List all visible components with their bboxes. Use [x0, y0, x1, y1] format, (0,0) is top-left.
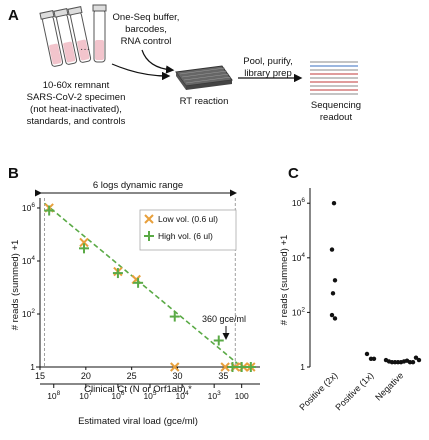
- c-ytick-label-1: 104: [292, 252, 305, 263]
- b-x2tick-label-4: 104: [176, 390, 189, 401]
- b-point-high-4: [169, 311, 180, 322]
- b-point-low-4: [170, 362, 180, 372]
- legend-low-marker: [144, 214, 154, 224]
- b-ylabel: # reads (summed) +1: [10, 240, 21, 331]
- b-ytick-label-0: 106: [22, 202, 35, 213]
- b-annotation: 360 gce/ml: [202, 314, 246, 324]
- svg-text:···: ···: [80, 44, 90, 55]
- b-x2tick-label-0: 108: [47, 390, 60, 401]
- b-legend: Low vol. (0.6 ul) High vol. (6 ul): [139, 209, 237, 251]
- specimen-arrow: [111, 63, 171, 81]
- panel-b-label: B: [8, 165, 19, 182]
- b-point-low-1: [79, 237, 89, 248]
- b-point-high-7: [236, 362, 247, 372]
- svg-text:SARS-CoV-2 specimen: SARS-CoV-2 specimen: [27, 92, 126, 103]
- legend-low-label: Low vol. (0.6 ul): [158, 214, 218, 224]
- b-point-high-1: [79, 243, 89, 254]
- c-point-0-2: [332, 278, 338, 283]
- c-point-2-10: [413, 355, 419, 360]
- c-point-0-5: [332, 316, 338, 321]
- seq-label-line1: Sequencing: [311, 100, 361, 111]
- pool-label-line2: library prep: [244, 68, 292, 79]
- b-fit-line: [44, 202, 243, 368]
- svg-text:(not heat-inactivated),: (not heat-inactivated),: [30, 104, 122, 115]
- c-ytick-label-2: 102: [292, 306, 305, 317]
- b-point-high-8: [245, 362, 256, 372]
- b-x2tick-label-5: 103: [208, 390, 221, 401]
- b-point-high-0: [44, 205, 55, 216]
- sequencing-reads: [310, 61, 358, 95]
- specimen-tubes: ···: [39, 4, 107, 67]
- c-point-0-1: [329, 247, 335, 252]
- dynamic-range-label: 6 logs dynamic range: [93, 180, 183, 191]
- b-ytick-label-3: 1: [30, 362, 35, 372]
- pool-label-line1: Pool, purify,: [243, 56, 292, 67]
- panel-a-label: A: [8, 7, 19, 24]
- b-x2label: Estimated viral load (gce/ml): [78, 416, 198, 427]
- legend-high-label: High vol. (6 ul): [158, 231, 213, 241]
- c-point-2-9: [410, 359, 416, 365]
- c-category-label-2: Negative: [373, 370, 405, 402]
- b-x2tick-label-3: 105: [143, 390, 156, 401]
- c-point-0-4: [329, 312, 335, 318]
- rt-label: RT reaction: [180, 96, 229, 107]
- svg-text:One-Seq buffer,: One-Seq buffer,: [113, 12, 180, 23]
- c-point-1-0: [364, 351, 370, 357]
- b-ytick-label-2: 102: [22, 308, 35, 319]
- specimen-caption: 10-60x remnant SARS-CoV-2 specimen (not …: [27, 80, 126, 127]
- reagents-caption: One-Seq buffer, barcodes, RNA control: [113, 12, 180, 47]
- b-xlabel: Clinical Ct (N or Orf1ab) *: [84, 384, 192, 395]
- b-point-high-5: [213, 335, 224, 346]
- svg-text:standards, and controls: standards, and controls: [27, 116, 126, 127]
- b-xtick-label-4: 35: [218, 371, 228, 381]
- c-ytick-label-3: 1: [300, 362, 305, 372]
- b-xtick-label-2: 25: [127, 371, 137, 381]
- c-category-label-1: Positive (1x): [333, 370, 375, 412]
- b-point-high-2: [112, 268, 123, 279]
- c-point-0-3: [330, 291, 336, 296]
- panel-c-label: C: [288, 165, 299, 182]
- rt-plate: [175, 65, 233, 90]
- b-x2tick-label-1: 107: [79, 390, 92, 401]
- b-xtick-label-0: 15: [35, 371, 45, 381]
- c-point-1-2: [371, 356, 377, 361]
- b-ytick-label-1: 104: [22, 255, 35, 266]
- b-x2tick-label-2: 106: [111, 390, 124, 401]
- seq-label-line2: readout: [320, 112, 353, 123]
- b-xtick-label-1: 20: [81, 371, 91, 381]
- b-point-high-6: [227, 362, 238, 372]
- c-ylabel: # reads (summed) +1: [279, 235, 290, 326]
- b-point-low-5: [220, 362, 230, 372]
- c-ytick-label-0: 106: [292, 197, 305, 208]
- c-point-2-11: [416, 357, 422, 363]
- plot-b-area: 15 20 25 30 35 106 104 102 1 108 107 106 105 104 103 10…: [22, 198, 256, 401]
- b-xtick-label-3: 30: [172, 371, 182, 381]
- legend-high-marker: [144, 231, 154, 241]
- svg-text:10-60x remnant: 10-60x remnant: [43, 80, 110, 91]
- svg-text:barcodes,: barcodes,: [125, 24, 167, 35]
- svg-text:RNA control: RNA control: [121, 36, 172, 47]
- c-point-0-0: [331, 201, 337, 206]
- b-x2tick-label-6: 100: [235, 391, 249, 401]
- reagent-arrow: [141, 49, 175, 74]
- b-point-high-3: [133, 277, 144, 288]
